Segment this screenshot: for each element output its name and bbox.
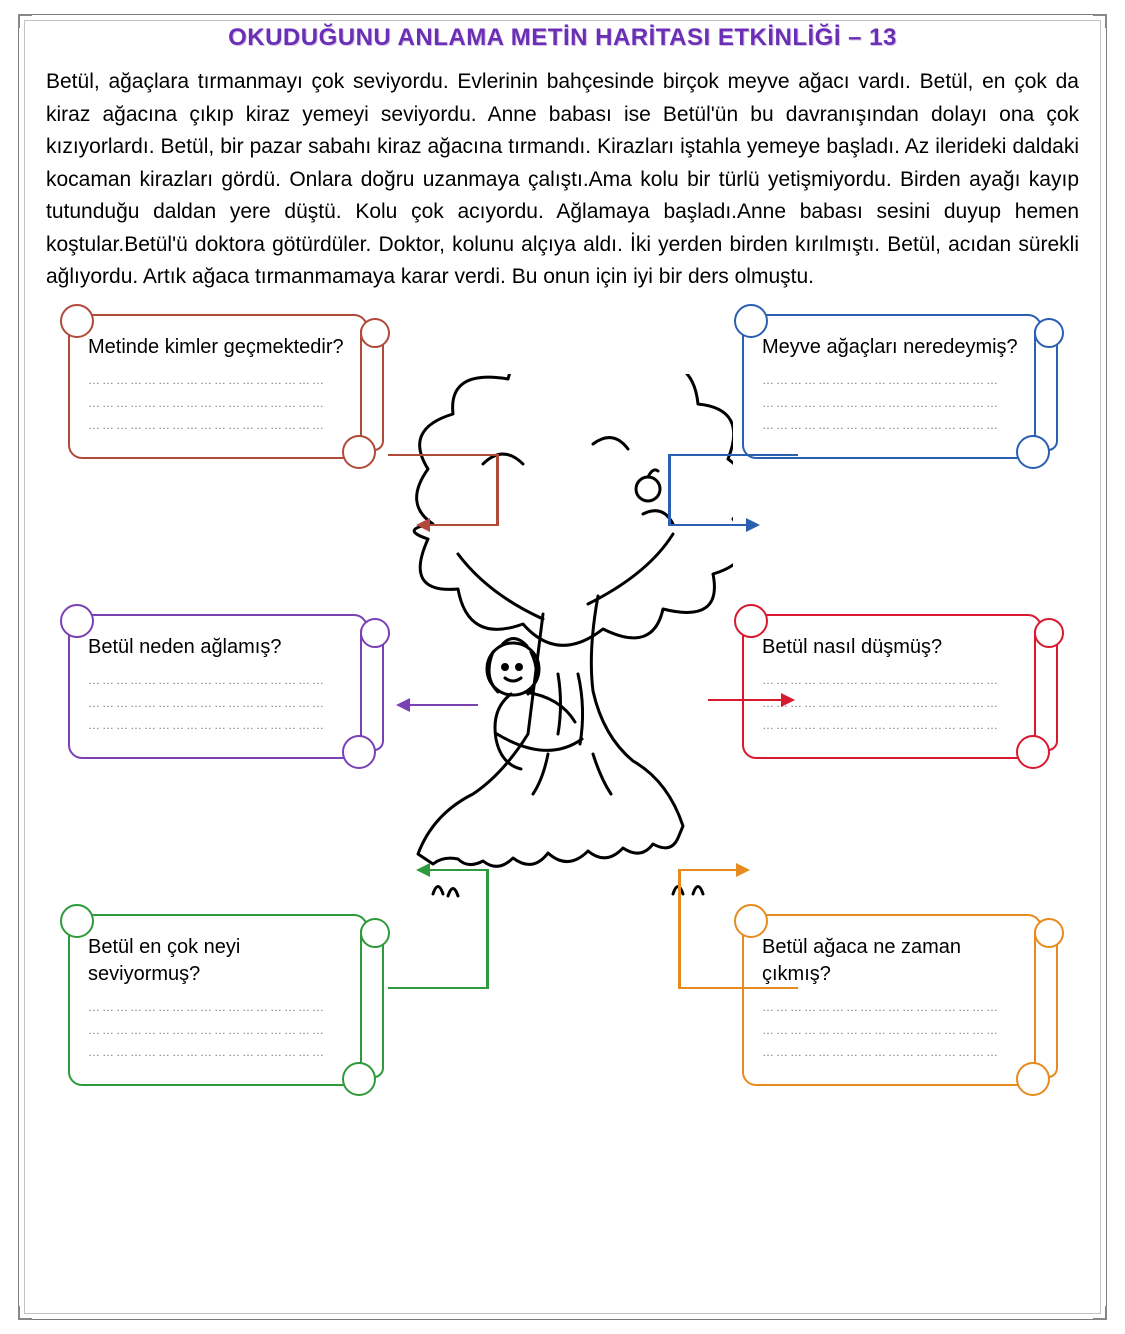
question-text: Meyve ağaçları neredeymiş?: [762, 334, 1022, 361]
arrow-segment: [668, 454, 798, 457]
arrow-segment: [388, 987, 488, 990]
arrow-connector-icon: [708, 699, 793, 702]
scroll-roll-decor-icon: [360, 922, 384, 1078]
tree-girl-illustration-icon: [393, 374, 733, 934]
arrow-connector-icon: [398, 704, 478, 707]
answer-lines[interactable]: …………………………………………… …………………………………………… ……………: [88, 669, 348, 737]
story-paragraph: Betül, ağaçlara tırmanmayı çok seviyordu…: [46, 66, 1079, 294]
scroll-roll-decor-icon: [1034, 622, 1058, 751]
question-scroll-when-climb: Betül ağaca ne zaman çıkmış? ………………………………: [742, 914, 1042, 1086]
arrow-connector-icon: [668, 524, 758, 527]
question-scroll-where: Meyve ağaçları neredeymiş? ……………………………………: [742, 314, 1042, 459]
answer-lines[interactable]: …………………………………………… …………………………………………… ……………: [762, 669, 1022, 737]
worksheet-page: OKUDUĞUNU ANLAMA METİN HARİTASI ETKİNLİĞ…: [0, 0, 1125, 1334]
scroll-roll-decor-icon: [1034, 322, 1058, 451]
mind-map-area: Metinde kimler geçmektedir? …………………………………: [28, 304, 1097, 1184]
question-scroll-who: Metinde kimler geçmektedir? …………………………………: [68, 314, 368, 459]
answer-lines[interactable]: …………………………………………… …………………………………………… ……………: [88, 996, 348, 1064]
question-text: Betül en çok neyi seviyormuş?: [88, 934, 348, 988]
question-text: Betül nasıl düşmüş?: [762, 634, 1022, 661]
question-scroll-likes-most: Betül en çok neyi seviyormuş? ……………………………: [68, 914, 368, 1086]
worksheet-title: OKUDUĞUNU ANLAMA METİN HARİTASI ETKİNLİĞ…: [28, 24, 1097, 52]
arrow-segment: [388, 454, 498, 457]
scroll-roll-decor-icon: [1034, 922, 1058, 1078]
arrow-connector-icon: [418, 524, 498, 527]
arrow-segment: [678, 987, 798, 990]
question-text: Betül neden ağlamış?: [88, 634, 348, 661]
answer-lines[interactable]: …………………………………………… …………………………………………… ……………: [88, 369, 348, 437]
corner-decor-icon: [18, 1306, 32, 1320]
question-scroll-how-fall: Betül nasıl düşmüş? …………………………………………… ………: [742, 614, 1042, 759]
scroll-roll-decor-icon: [360, 622, 384, 751]
question-text: Betül ağaca ne zaman çıkmış?: [762, 934, 1022, 988]
answer-lines[interactable]: …………………………………………… …………………………………………… ……………: [762, 996, 1022, 1064]
corner-decor-icon: [1093, 1306, 1107, 1320]
question-text: Metinde kimler geçmektedir?: [88, 334, 348, 361]
arrow-connector-icon: [418, 869, 488, 872]
arrow-connector-icon: [678, 869, 748, 872]
scroll-roll-decor-icon: [360, 322, 384, 451]
question-scroll-why-cry: Betül neden ağlamış? …………………………………………… ……: [68, 614, 368, 759]
answer-lines[interactable]: …………………………………………… …………………………………………… ……………: [762, 369, 1022, 437]
